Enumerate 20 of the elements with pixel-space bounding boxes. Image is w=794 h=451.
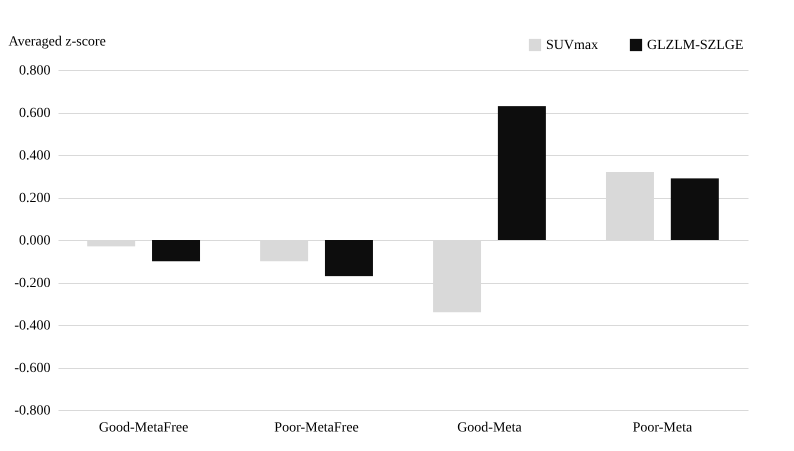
y-tick-label: 0.600 — [19, 106, 50, 121]
y-axis-title: Averaged z-score — [8, 34, 106, 50]
y-tick-label: 0.400 — [19, 148, 50, 164]
x-tick-label: Good-MetaFree — [98, 420, 188, 436]
y-tick-label: -0.200 — [14, 276, 50, 291]
y-tick-label: 0.000 — [19, 234, 50, 248]
legend-label: SUVmax — [546, 38, 598, 53]
y-tick-label: -0.800 — [14, 404, 50, 418]
y-tick-label: -0.600 — [14, 361, 50, 376]
bar — [324, 240, 373, 276]
y-tick-label: 0.200 — [19, 191, 50, 206]
x-tick-label: Good-Meta — [457, 420, 523, 436]
bar — [498, 106, 546, 240]
y-tick-label: 0.800 — [19, 64, 50, 78]
legend-label: GLZLM-SZLGE — [647, 38, 744, 53]
bar — [152, 240, 200, 262]
bar — [670, 178, 719, 240]
x-tick-label: Poor-Meta — [632, 420, 693, 436]
x-tick-label: Poor-MetaFree — [274, 420, 359, 436]
y-tick-label: -0.400 — [14, 318, 50, 334]
